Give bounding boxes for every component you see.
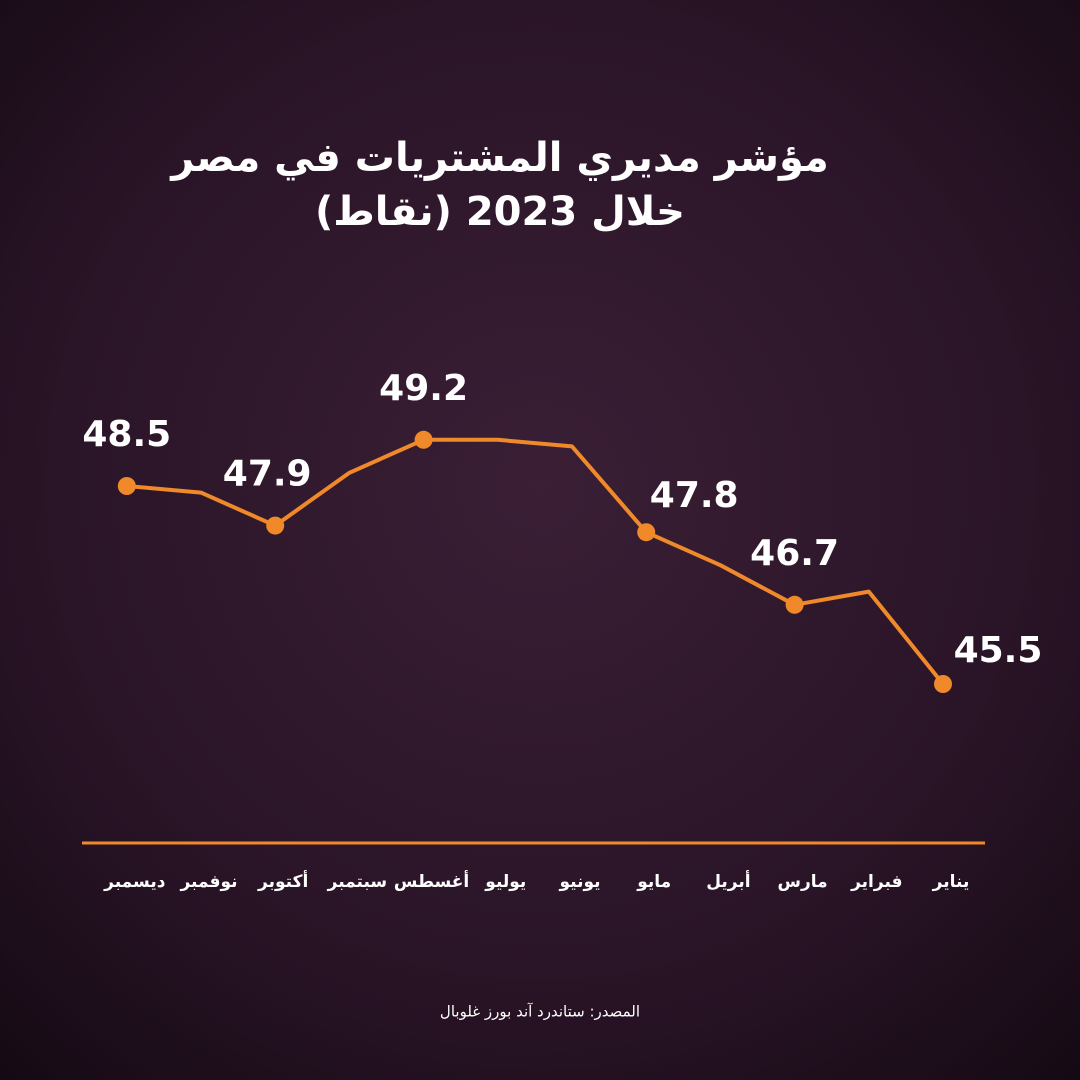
value-label: 49.2 — [379, 368, 468, 409]
line — [126, 437, 945, 686]
x-tick-label: يوليو — [484, 872, 526, 892]
chart-subtitle: خلال 2023 (نقاط) — [315, 189, 685, 235]
x-tick-label: نوفمبر — [179, 872, 237, 892]
value-label: 45.5 — [954, 630, 1043, 671]
x-tick-label: يونيو — [558, 872, 600, 892]
value-label: 46.7 — [750, 533, 839, 574]
point — [785, 595, 804, 614]
x-tick-label: مارس — [778, 872, 828, 892]
x-tick-label: مايو — [636, 872, 671, 892]
value-label: 47.9 — [223, 454, 312, 495]
x-tick-label: أكتوبر — [257, 870, 308, 892]
x-tick-label: سبتمبر — [327, 872, 388, 892]
source: المصدر: ستاندرد آند بورز غلوبال — [440, 1003, 640, 1021]
value-label: 48.5 — [82, 414, 171, 455]
point — [934, 675, 952, 693]
x-tick-label: أغسطس — [394, 870, 469, 892]
value-label: 47.8 — [650, 475, 739, 516]
x-tick-label: ديسمبر — [103, 872, 166, 892]
point — [637, 523, 656, 542]
point — [266, 516, 285, 535]
point — [414, 430, 433, 449]
chart-title: مؤشر مديري المشتريات في مصر — [169, 135, 829, 181]
point — [117, 477, 136, 495]
x-tick-label: فبراير — [850, 872, 902, 892]
x-tick-label: يناير — [932, 872, 970, 892]
x-tick-label: أبريل — [706, 870, 750, 892]
